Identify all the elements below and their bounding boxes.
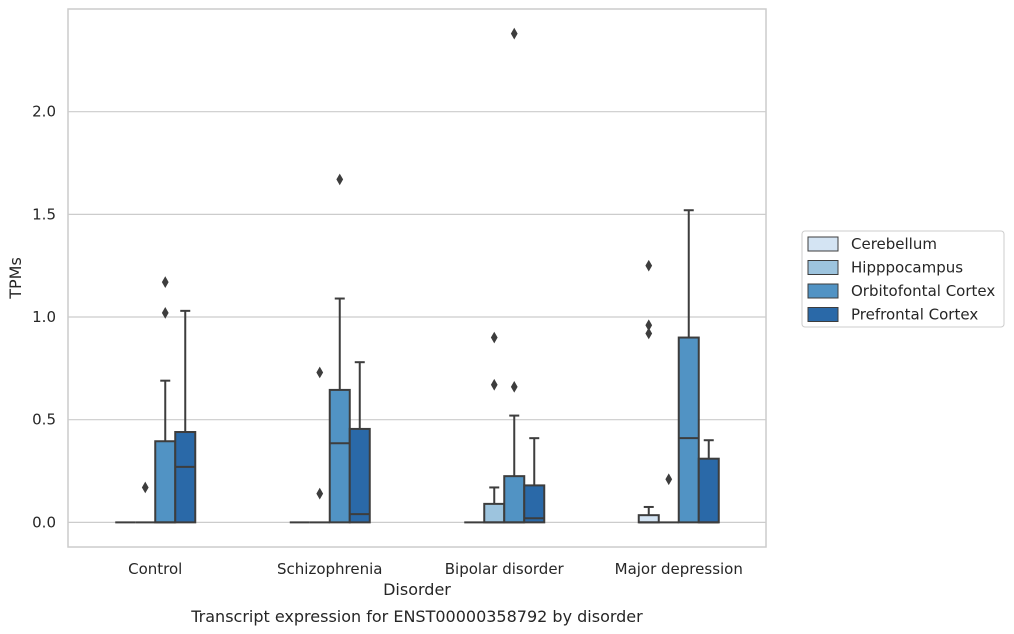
box-hipppocampus-1: [309, 366, 330, 524]
legend-swatch: [807, 307, 839, 322]
box-body: [483, 502, 506, 524]
y-axis-ticks: 0.0 0.5 1.0 1.5 2.0: [32, 103, 56, 532]
box-prefrontal-cortex-1: [348, 361, 371, 524]
x-axis-title: Disorder: [383, 580, 451, 599]
x-tick-label: Major depression: [615, 560, 743, 578]
outlier-point: [645, 319, 653, 332]
box-body: [697, 457, 720, 524]
chart-caption: Transcript expression for ENST0000035879…: [190, 607, 643, 626]
y-tick-label: 0.5: [32, 411, 56, 429]
y-tick-label: 2.0: [32, 103, 56, 121]
legend-label: Orbitofontal Cortex: [851, 282, 995, 300]
legend-swatch: [807, 236, 839, 252]
box-body: [328, 388, 351, 524]
outlier-point: [161, 276, 169, 288]
box-prefrontal-cortex-3: [697, 439, 720, 524]
legend-label: Cerebellum: [851, 235, 937, 253]
box-hipppocampus-0: [135, 481, 156, 524]
box-body: [503, 475, 526, 524]
legend-swatch: [807, 283, 839, 299]
x-tick-label: Schizophrenia: [277, 560, 382, 578]
boxes: [115, 27, 720, 524]
box-cerebellum-3: [637, 259, 660, 524]
box-prefrontal-cortex-0: [174, 309, 197, 524]
outlier-point: [141, 481, 149, 494]
legend-label: Prefrontal Cortex: [851, 306, 978, 324]
y-tick-label: 1.5: [32, 205, 56, 223]
x-axis-ticks: Control Schizophrenia Bipolar disorder Majo…: [128, 560, 743, 578]
box-orbitofontal-cortex-1: [328, 173, 351, 524]
box-body: [174, 431, 197, 524]
outlier-point: [645, 259, 653, 272]
x-tick-label: Control: [128, 560, 182, 578]
box-body: [348, 427, 371, 524]
outlier-point: [161, 307, 169, 319]
outlier-point: [665, 473, 673, 486]
y-tick-label: 0.0: [32, 513, 56, 531]
outlier-point: [510, 27, 518, 40]
outlier-point: [510, 380, 518, 393]
legend: Cerebellum Hipppocampus Orbitofontal Corte…: [801, 230, 1005, 328]
x-tick-label: Bipolar disorder: [445, 560, 565, 578]
legend-label: Hipppocampus: [851, 259, 963, 277]
box-body: [677, 336, 700, 524]
box-body: [523, 484, 546, 524]
outlier-point: [645, 327, 653, 340]
box-hipppocampus-3: [658, 473, 679, 524]
plot-area-frame: [67, 8, 767, 548]
legend-swatch: [807, 260, 839, 275]
outlier-point: [316, 487, 324, 500]
box-orbitofontal-cortex-3: [677, 209, 700, 524]
box-orbitofontal-cortex-0: [154, 276, 177, 524]
box-body: [637, 514, 660, 524]
box-orbitofontal-cortex-2: [503, 27, 526, 524]
outlier-point: [336, 173, 344, 186]
box-prefrontal-cortex-2: [523, 437, 546, 524]
y-axis-title: TPMs: [6, 257, 25, 300]
outlier-point: [490, 331, 498, 344]
outlier-point: [316, 366, 324, 379]
legend-frame: [801, 230, 1005, 328]
outlier-point: [490, 378, 498, 391]
box-body: [154, 440, 177, 524]
y-tick-label: 1.0: [32, 308, 56, 326]
